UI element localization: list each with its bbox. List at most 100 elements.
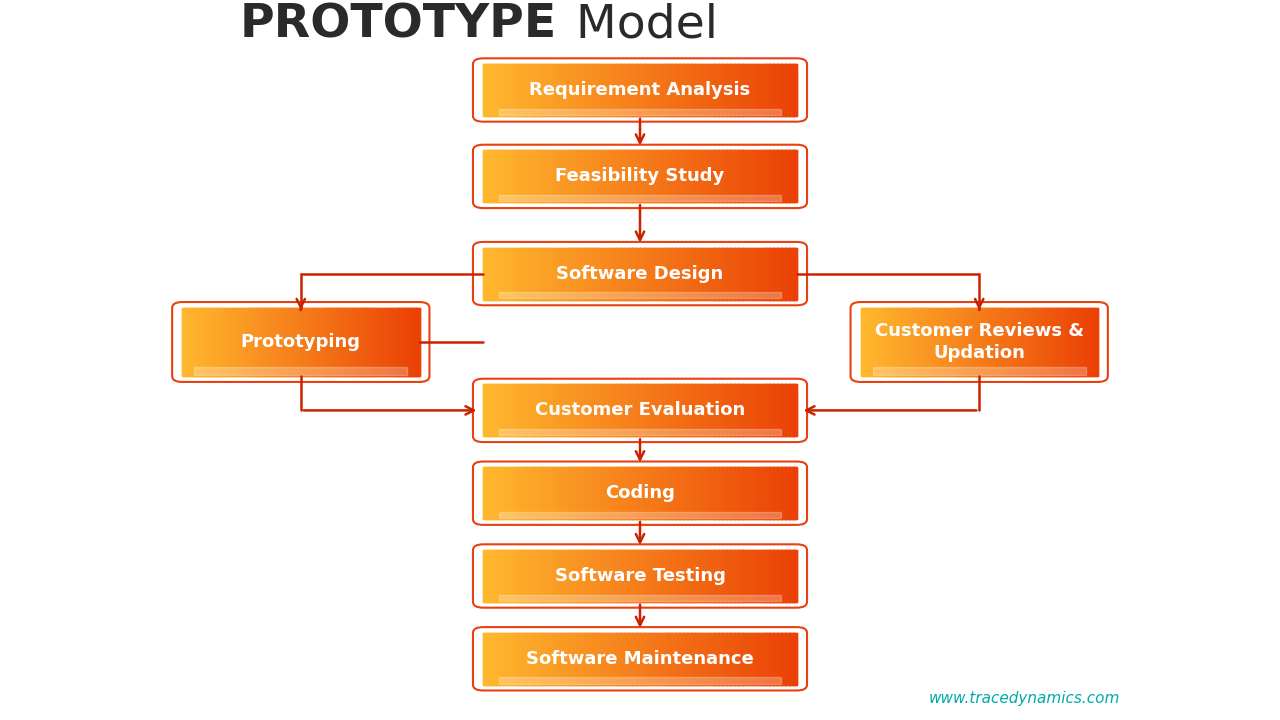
Bar xyxy=(558,467,562,519)
Bar xyxy=(534,467,539,519)
Bar xyxy=(522,248,527,300)
Bar xyxy=(695,150,699,202)
Bar xyxy=(792,150,797,202)
Bar xyxy=(495,64,499,116)
Bar xyxy=(312,308,316,376)
Bar xyxy=(655,248,660,300)
Bar xyxy=(1027,308,1030,376)
Bar xyxy=(746,150,750,202)
Bar xyxy=(1029,308,1033,376)
Bar xyxy=(687,64,691,116)
Bar xyxy=(722,150,727,202)
Bar xyxy=(671,633,676,685)
Bar xyxy=(788,384,794,436)
Bar xyxy=(680,550,684,602)
Bar xyxy=(726,467,731,519)
Bar xyxy=(389,308,393,376)
Bar xyxy=(730,150,735,202)
Bar xyxy=(718,248,723,300)
Bar xyxy=(968,308,972,376)
Bar xyxy=(503,150,507,202)
Bar xyxy=(684,150,687,202)
Bar xyxy=(792,467,797,519)
Bar xyxy=(758,64,762,116)
Bar xyxy=(758,633,762,685)
Bar xyxy=(739,633,742,685)
Bar xyxy=(714,150,719,202)
Bar xyxy=(566,550,570,602)
Bar xyxy=(554,384,558,436)
Bar xyxy=(384,308,388,376)
Bar xyxy=(663,633,668,685)
Bar xyxy=(492,633,495,685)
Bar xyxy=(195,308,198,376)
Bar xyxy=(769,633,774,685)
Bar xyxy=(515,384,520,436)
Bar xyxy=(718,467,723,519)
Bar xyxy=(710,384,716,436)
Bar xyxy=(659,384,664,436)
Bar xyxy=(511,248,516,300)
Bar xyxy=(515,248,520,300)
Bar xyxy=(730,64,735,116)
Bar xyxy=(613,248,617,300)
Bar xyxy=(730,248,735,300)
Bar xyxy=(788,633,794,685)
Bar xyxy=(1085,308,1089,376)
Bar xyxy=(526,384,531,436)
Bar xyxy=(604,150,609,202)
Bar xyxy=(380,308,384,376)
Bar xyxy=(538,633,543,685)
Bar xyxy=(644,384,649,436)
Bar xyxy=(785,64,790,116)
Bar xyxy=(730,467,735,519)
Bar xyxy=(197,308,201,376)
Bar xyxy=(676,248,680,300)
Bar xyxy=(242,308,246,376)
Bar xyxy=(667,248,672,300)
Bar xyxy=(484,64,488,116)
Bar xyxy=(233,308,237,376)
Bar xyxy=(581,633,586,685)
Bar xyxy=(600,633,605,685)
Bar xyxy=(632,150,636,202)
Bar xyxy=(593,248,598,300)
Bar xyxy=(609,633,613,685)
Bar xyxy=(200,308,204,376)
Bar xyxy=(541,550,547,602)
Bar xyxy=(522,467,527,519)
Bar xyxy=(714,248,719,300)
Bar xyxy=(640,550,645,602)
Bar xyxy=(777,384,782,436)
Bar xyxy=(632,633,636,685)
Bar xyxy=(750,248,754,300)
Bar xyxy=(735,633,739,685)
FancyBboxPatch shape xyxy=(850,302,1107,382)
Bar xyxy=(518,64,524,116)
Bar xyxy=(589,467,594,519)
Bar xyxy=(648,248,653,300)
Bar xyxy=(663,550,668,602)
Bar xyxy=(687,550,691,602)
Bar xyxy=(882,308,886,376)
Bar xyxy=(253,308,257,376)
Bar xyxy=(1009,308,1012,376)
Bar xyxy=(411,308,413,376)
Bar xyxy=(558,633,562,685)
Bar xyxy=(746,550,750,602)
Bar xyxy=(742,633,746,685)
Bar xyxy=(280,308,284,376)
Bar xyxy=(488,384,492,436)
Bar xyxy=(640,467,645,519)
Bar xyxy=(1092,308,1096,376)
Bar xyxy=(499,467,503,519)
Bar xyxy=(530,150,535,202)
Bar xyxy=(503,550,507,602)
Bar xyxy=(600,64,605,116)
Bar xyxy=(722,550,727,602)
Bar xyxy=(224,308,228,376)
Bar xyxy=(792,633,797,685)
Bar xyxy=(191,308,195,376)
FancyBboxPatch shape xyxy=(474,627,808,690)
Bar xyxy=(541,633,547,685)
